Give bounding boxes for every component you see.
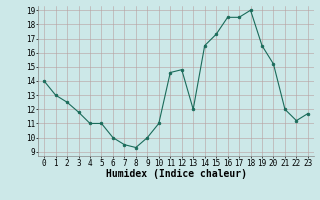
- X-axis label: Humidex (Indice chaleur): Humidex (Indice chaleur): [106, 169, 246, 179]
